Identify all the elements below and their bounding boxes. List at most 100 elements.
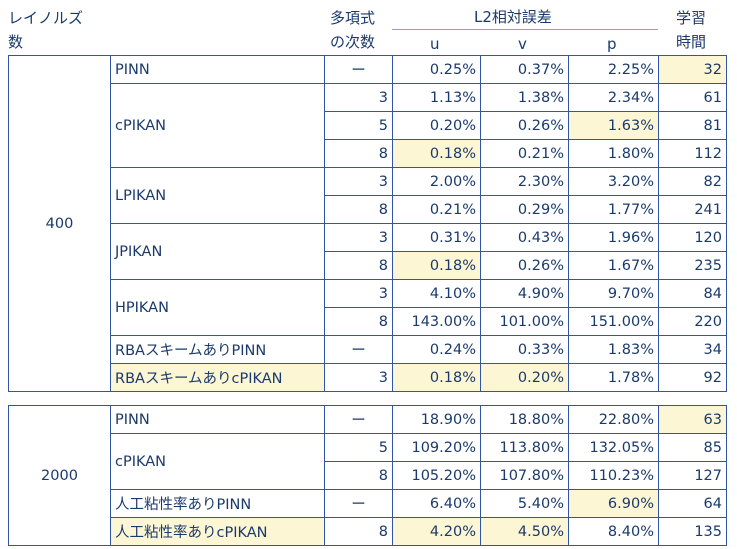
degree-header-line2: の次数	[330, 33, 376, 51]
training-time: 135	[658, 517, 727, 546]
u-error: 4.10%	[392, 279, 481, 308]
training-time: 34	[658, 335, 727, 364]
u-error: 109.20%	[392, 433, 481, 462]
time-header: 学習 時間	[676, 6, 706, 54]
table-row: RBAスキームありcPIKAN 3 0.18% 0.20% 1.78% 92	[9, 363, 727, 392]
training-time: 81	[658, 111, 727, 140]
degree-value: ー	[324, 55, 393, 84]
reynolds-header-line2: 数	[8, 33, 24, 51]
table-row: 8 0.18% 0.21% 1.80% 112	[9, 139, 727, 168]
method-label: PINN	[110, 55, 325, 84]
v-error: 4.50%	[480, 517, 569, 546]
table-row: LPIKAN 3 2.00% 2.30% 3.20% 82	[9, 167, 727, 224]
u-error: 0.24%	[392, 335, 481, 364]
table-row: 8 105.20% 107.80% 110.23% 127	[9, 461, 727, 490]
u-error: 4.20%	[392, 517, 481, 546]
degree-value: 8	[324, 195, 393, 224]
reynolds-header: レイノルズ 数	[8, 6, 83, 54]
u-error: 18.90%	[392, 405, 481, 434]
v-error: 0.26%	[480, 251, 569, 280]
column-v-header: v	[518, 35, 527, 53]
reynolds-value: 400	[8, 55, 111, 392]
u-error: 105.20%	[392, 461, 481, 490]
training-time: 120	[658, 223, 727, 252]
p-error: 22.80%	[568, 405, 659, 434]
method-label: 人工粘性率ありPINN	[110, 489, 325, 518]
method-label: RBAスキームありPINN	[110, 335, 325, 364]
table-row: 人工粘性率ありPINN ー 6.40% 5.40% 6.90% 64	[9, 489, 727, 518]
u-error: 0.20%	[392, 111, 481, 140]
p-error: 8.40%	[568, 517, 659, 546]
v-error: 0.43%	[480, 223, 569, 252]
table-row: HPIKAN 3 4.10% 4.90% 9.70% 84	[9, 279, 727, 336]
v-error: 107.80%	[480, 461, 569, 490]
u-error: 0.25%	[392, 55, 481, 84]
method-label: JPIKAN	[110, 223, 325, 280]
u-error: 0.18%	[392, 139, 481, 168]
method-label: HPIKAN	[110, 279, 325, 336]
degree-value: 3	[324, 167, 393, 196]
training-time: 84	[658, 279, 727, 308]
table-row: RBAスキームありPINN ー 0.24% 0.33% 1.83% 34	[9, 335, 727, 364]
reynolds-value: 2000	[8, 405, 111, 546]
table-row: 8 0.18% 0.26% 1.67% 235	[9, 251, 727, 280]
v-error: 5.40%	[480, 489, 569, 518]
reynolds-header-line1: レイノルズ	[8, 9, 84, 27]
v-error: 1.38%	[480, 83, 569, 112]
training-time: 64	[658, 489, 727, 518]
u-error: 0.18%	[392, 251, 481, 280]
header-divider-line	[392, 29, 658, 30]
results-table-re400: 400 PINN ー 0.25% 0.37% 2.25% 32 cPIKAN 3…	[8, 55, 727, 392]
error-group-header: L2相対誤差	[474, 8, 552, 26]
u-error: 2.00%	[392, 167, 481, 196]
u-error: 1.13%	[392, 83, 481, 112]
table-row: 5 0.20% 0.26% 1.63% 81	[9, 111, 727, 140]
u-error: 0.18%	[392, 363, 481, 392]
training-time: 220	[658, 307, 727, 336]
time-header-line1: 学習	[676, 9, 707, 27]
training-time: 112	[658, 139, 727, 168]
method-label: PINN	[110, 405, 325, 434]
v-error: 4.90%	[480, 279, 569, 308]
column-p-header: p	[607, 35, 617, 53]
degree-value: 8	[324, 139, 393, 168]
p-error: 6.90%	[568, 489, 659, 518]
method-label: 人工粘性率ありcPIKAN	[110, 517, 325, 546]
method-label: LPIKAN	[110, 167, 325, 224]
v-error: 0.37%	[480, 55, 569, 84]
u-error: 0.21%	[392, 195, 481, 224]
degree-value: ー	[324, 405, 393, 434]
training-time: 241	[658, 195, 727, 224]
table-row: 400 PINN ー 0.25% 0.37% 2.25% 32	[8, 55, 727, 392]
v-error: 0.26%	[480, 111, 569, 140]
degree-value: 3	[324, 83, 393, 112]
method-label: cPIKAN	[110, 433, 325, 490]
u-error: 143.00%	[392, 307, 481, 336]
u-error: 0.31%	[392, 223, 481, 252]
table-row: cPIKAN 3 1.13% 1.38% 2.34% 61	[9, 83, 727, 168]
training-time: 61	[658, 83, 727, 112]
v-error: 0.29%	[480, 195, 569, 224]
degree-value: 3	[324, 279, 393, 308]
degree-header: 多項式 の次数	[330, 6, 375, 54]
p-error: 1.77%	[568, 195, 659, 224]
training-time: 85	[658, 433, 727, 462]
v-error: 113.80%	[480, 433, 569, 462]
method-label: RBAスキームありcPIKAN	[110, 363, 325, 392]
degree-value: 3	[324, 223, 393, 252]
time-header-line2: 時間	[676, 33, 707, 51]
p-error: 1.83%	[568, 335, 659, 364]
training-time: 32	[658, 55, 727, 84]
table-row: 8 143.00% 101.00% 151.00% 220	[9, 307, 727, 336]
v-error: 101.00%	[480, 307, 569, 336]
p-error: 1.96%	[568, 223, 659, 252]
p-error: 132.05%	[568, 433, 659, 462]
degree-value: 8	[324, 517, 393, 546]
v-error: 0.33%	[480, 335, 569, 364]
p-error: 2.34%	[568, 83, 659, 112]
training-time: 92	[658, 363, 727, 392]
v-error: 2.30%	[480, 167, 569, 196]
degree-value: 3	[324, 363, 393, 392]
training-time: 127	[658, 461, 727, 490]
table-row: 2000 PINN ー 18.90% 18.80% 22.80% 63	[8, 405, 727, 546]
